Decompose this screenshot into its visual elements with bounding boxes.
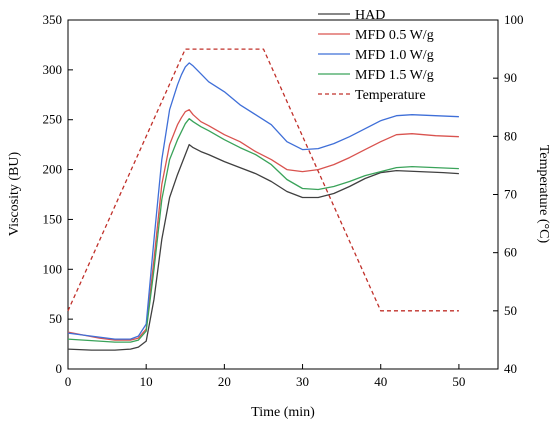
y-axis-left: 0 50 100 150 200 250 300 350 — [43, 12, 73, 376]
x-tick-label: 30 — [296, 374, 309, 389]
legend-label: Temperature — [355, 88, 426, 103]
y-tick-label: 50 — [49, 311, 62, 326]
legend: HAD MFD 0.5 W/g MFD 1.0 W/g MFD 1.5 W/g Temp… — [318, 8, 434, 103]
legend-label: HAD — [355, 8, 385, 23]
x-tick-label: 40 — [374, 374, 387, 389]
series-line-mfd-1-0-w-g — [67, 62, 459, 340]
y2-tick-label: 70 — [504, 187, 517, 202]
legend-label: MFD 0.5 W/g — [355, 28, 434, 43]
y2-tick-label: 100 — [504, 12, 524, 27]
y-axis-title: Viscosity (BU) — [7, 152, 22, 237]
y2-axis-title: Temperature (°C) — [536, 145, 550, 244]
x-tick-label: 0 — [65, 374, 72, 389]
x-axis: 0 10 20 30 40 50 — [65, 364, 465, 389]
y-axis-right: 40 50 60 70 80 90 100 — [493, 12, 524, 376]
y-tick-label: 250 — [43, 112, 63, 127]
series-line-mfd-1-5-w-g — [67, 118, 459, 343]
y-tick-label: 300 — [43, 62, 63, 77]
series-line-had — [67, 143, 459, 351]
series-line-temperature — [67, 48, 459, 312]
series-line-mfd-0-5-w-g — [67, 109, 459, 341]
x-tick-label: 10 — [140, 374, 153, 389]
y2-tick-label: 40 — [504, 361, 517, 376]
y-tick-label: 100 — [43, 261, 63, 276]
x-tick-label: 20 — [218, 374, 231, 389]
y-tick-label: 150 — [43, 211, 63, 226]
y2-tick-label: 60 — [504, 245, 517, 260]
y-tick-label: 0 — [56, 361, 63, 376]
x-axis-title: Time (min) — [251, 405, 315, 420]
y-tick-label: 350 — [43, 12, 63, 27]
legend-label: MFD 1.5 W/g — [355, 68, 434, 83]
y-tick-label: 200 — [43, 162, 63, 177]
legend-label: MFD 1.0 W/g — [355, 48, 434, 63]
series-layer — [67, 48, 459, 351]
y2-tick-label: 50 — [504, 303, 517, 318]
y2-tick-label: 80 — [504, 128, 517, 143]
x-tick-label: 50 — [452, 374, 465, 389]
y2-tick-label: 90 — [504, 70, 517, 85]
